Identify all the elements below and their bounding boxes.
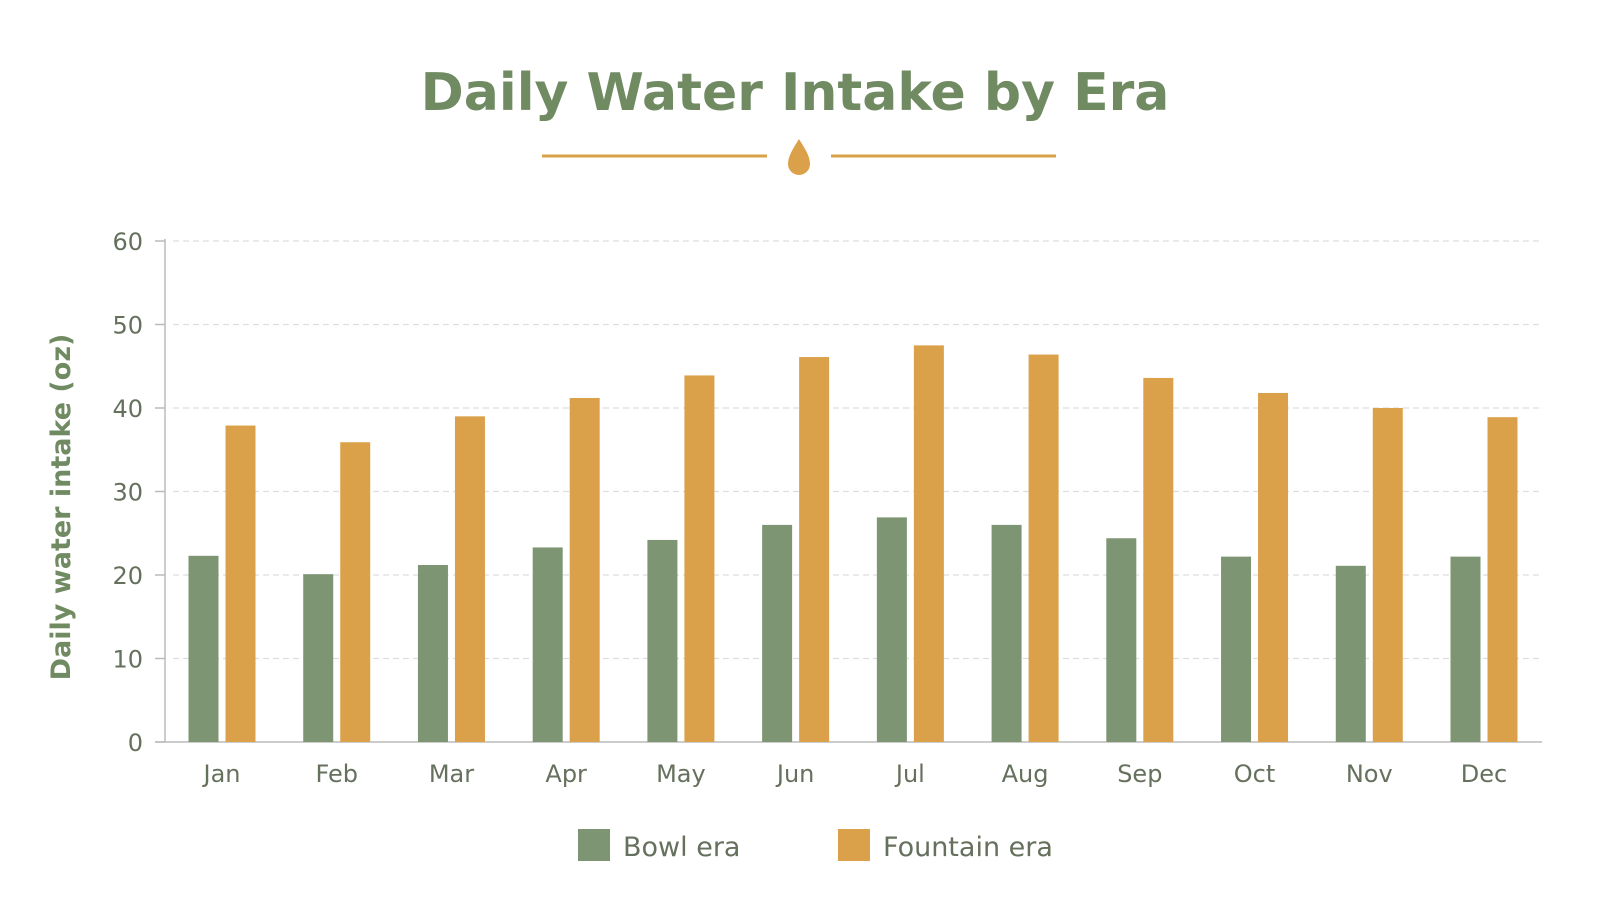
y-tick-label: 10: [112, 646, 143, 674]
bar-bowl-era-apr: [532, 547, 563, 742]
bar-fountain-era-mar: [454, 416, 485, 742]
gridlines: [173, 240, 1542, 660]
bar-fountain-era-dec: [1487, 417, 1518, 742]
x-tick-label: Jun: [775, 760, 815, 788]
legend: Bowl era Fountain era: [578, 829, 1053, 863]
x-tick-label: Dec: [1461, 760, 1507, 788]
x-tick-label: Sep: [1117, 760, 1162, 788]
bar-bowl-era-jan: [188, 555, 219, 742]
y-axis-title: Daily water intake (oz): [46, 334, 77, 681]
y-tick-labels: 0 10 20 30 40 50 60: [112, 228, 143, 757]
bar-fountain-era-jan: [225, 425, 256, 742]
x-tick-label: Nov: [1346, 760, 1393, 788]
bar-bowl-era-may: [647, 539, 678, 742]
bar-fountain-era-nov: [1372, 408, 1403, 742]
bar-fountain-era-apr: [569, 397, 600, 742]
bar-fountain-era-aug: [1028, 354, 1059, 742]
bar-fountain-era-may: [684, 375, 715, 742]
bar-bowl-era-nov: [1335, 565, 1366, 742]
legend-label-fountain-era: Fountain era: [883, 832, 1053, 863]
x-tick-label: Oct: [1234, 760, 1276, 788]
y-tick-label: 40: [112, 395, 143, 423]
bars: [188, 345, 1518, 742]
legend-item-fountain-era: Fountain era: [838, 829, 1053, 863]
y-tick-label: 0: [128, 729, 143, 757]
legend-swatch-fountain-era: [838, 829, 870, 861]
y-tick-label: 20: [112, 562, 143, 590]
bar-bowl-era-oct: [1221, 556, 1252, 742]
bar-bowl-era-sep: [1106, 538, 1137, 742]
water-drop-icon: [788, 139, 810, 175]
x-tick-label: May: [656, 760, 706, 788]
title-ornament: [542, 139, 1056, 175]
bar-fountain-era-feb: [340, 442, 371, 742]
bar-bowl-era-feb: [303, 574, 334, 742]
x-tick-label: Jul: [894, 760, 925, 788]
bar-fountain-era-jun: [799, 357, 830, 742]
x-tick-label: Mar: [429, 760, 474, 788]
chart-title: Daily Water Intake by Era: [421, 63, 1170, 123]
bar-bowl-era-jun: [762, 524, 793, 742]
x-tick-labels: Jan Feb Mar Apr May Jun Jul Aug Sep Oct Nov Dec: [202, 760, 1508, 788]
bar-bowl-era-aug: [991, 524, 1022, 742]
bar-bowl-era-dec: [1450, 556, 1481, 742]
bar-bowl-era-mar: [417, 564, 448, 742]
bar-fountain-era-oct: [1258, 392, 1289, 742]
x-tick-label: Jan: [202, 760, 241, 788]
x-tick-label: Apr: [545, 760, 587, 788]
bar-fountain-era-sep: [1143, 377, 1174, 742]
legend-swatch-bowl-era: [578, 829, 610, 861]
x-tick-label: Feb: [315, 760, 358, 788]
axes: [155, 239, 1542, 743]
x-tick-label: Aug: [1002, 760, 1049, 788]
bar-fountain-era-jul: [913, 345, 944, 742]
y-tick-label: 60: [112, 228, 143, 256]
y-tick-label: 50: [112, 312, 143, 340]
legend-item-bowl-era: Bowl era: [578, 829, 740, 863]
bar-bowl-era-jul: [876, 517, 907, 742]
legend-label-bowl-era: Bowl era: [623, 832, 740, 863]
y-tick-label: 30: [112, 479, 143, 507]
